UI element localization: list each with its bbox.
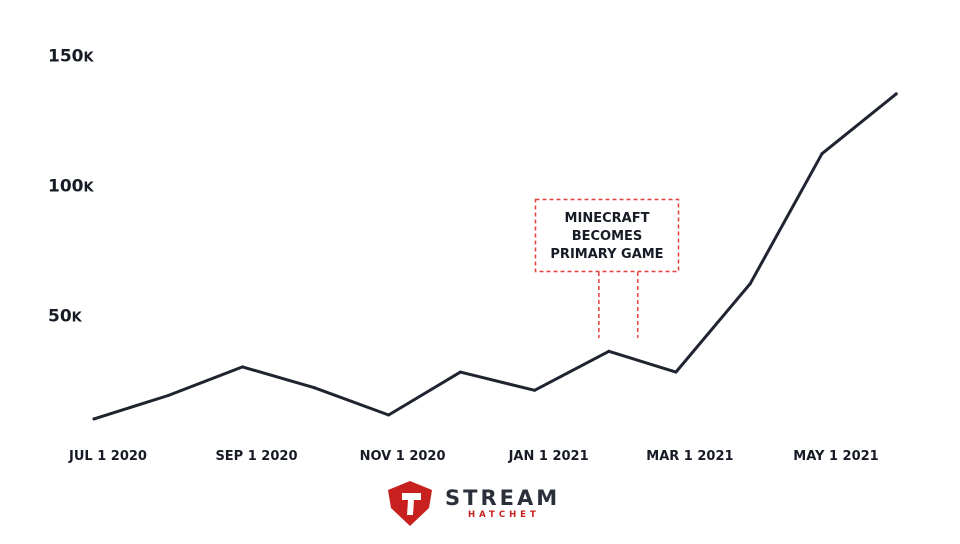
x-tick-label: SEP 1 2020 (215, 449, 297, 464)
y-tick-number: 150 (48, 47, 84, 67)
y-tick-unit: K (72, 311, 83, 326)
stream-hatchet-logo: STREAM HATCHET (388, 481, 560, 526)
data-point (607, 349, 611, 353)
data-point (820, 152, 824, 156)
hatchet-logo-icon (388, 481, 432, 526)
data-point (387, 413, 391, 417)
y-tick-number: 50 (48, 307, 72, 327)
data-point (166, 394, 170, 397)
x-tick-label: MAR 1 2021 (646, 449, 733, 464)
data-point (241, 365, 244, 369)
brand-subtitle: HATCHET (468, 510, 540, 520)
y-tick-number: 100 (48, 177, 84, 197)
y-tick-label: 50K (48, 307, 83, 327)
x-tick-label: NOV 1 2020 (360, 449, 446, 464)
annotation-text-line: PRIMARY GAME (550, 247, 663, 262)
y-tick-unit: K (84, 51, 95, 66)
y-tick-label: 150K (48, 47, 95, 67)
y-tick-unit: K (84, 181, 95, 196)
annotation-box (534, 198, 680, 273)
x-tick-label: MAY 1 2021 (793, 449, 878, 464)
brand-title: STREAM (445, 486, 560, 510)
annotation-text-line: MINECRAFT (565, 211, 650, 226)
data-point (748, 282, 752, 286)
data-point (894, 92, 898, 96)
data-point (312, 386, 316, 390)
data-point (92, 417, 96, 421)
x-tick-label: JAN 1 2021 (508, 449, 589, 464)
x-axis: JUL 1 2020 SEP 1 2020 NOV 1 2020 JAN 1 2021… (68, 449, 879, 464)
data-point (533, 388, 537, 392)
annotation: MINECRAFT BECOMES PRIMARY GAME (534, 198, 680, 338)
series-line (92, 92, 898, 421)
data-point (458, 370, 462, 374)
data-point (674, 370, 678, 374)
x-tick-label: JUL 1 2020 (68, 449, 147, 464)
y-tick-label: 100K (48, 177, 95, 197)
annotation-text-line: BECOMES (572, 229, 643, 244)
series-line-group (92, 92, 898, 421)
